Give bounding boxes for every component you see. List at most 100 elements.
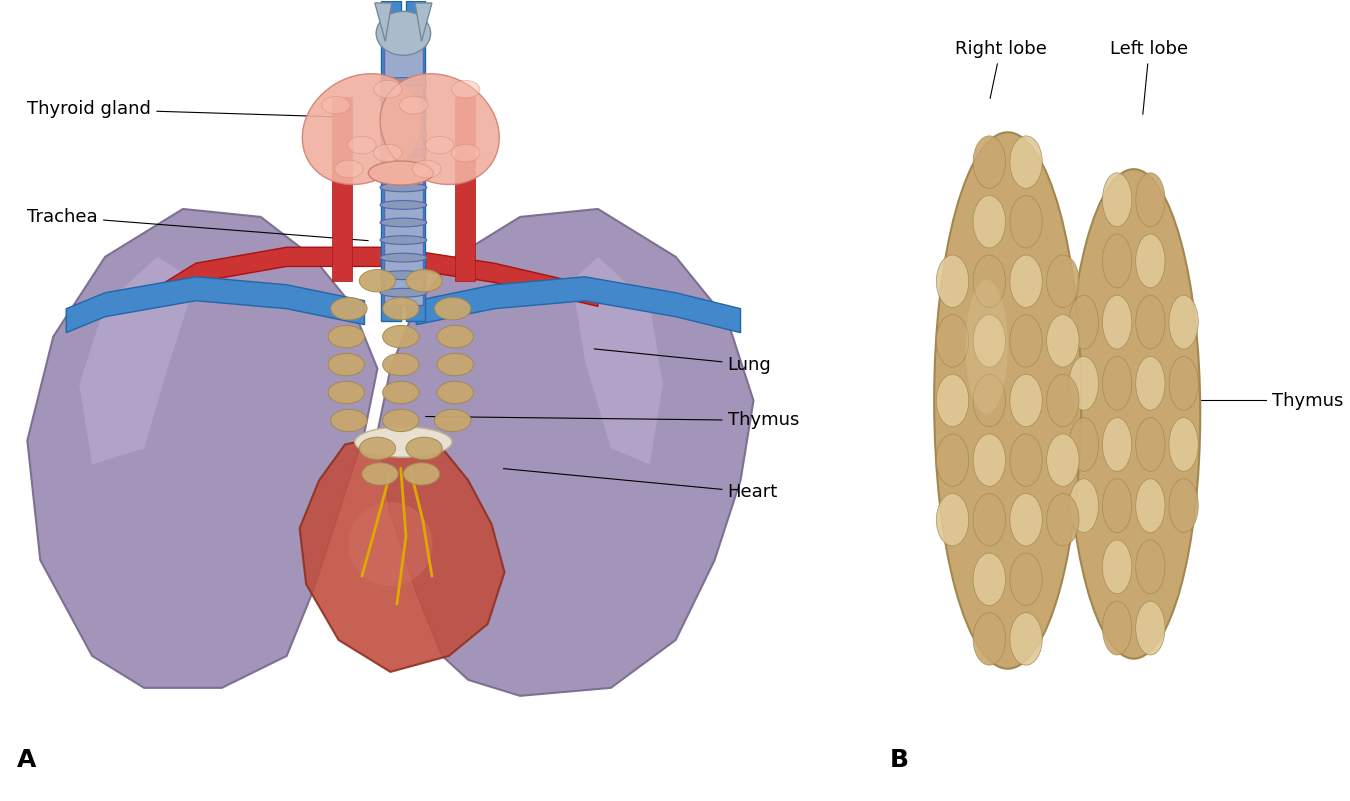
Ellipse shape: [1010, 493, 1042, 546]
Ellipse shape: [973, 255, 1006, 308]
Ellipse shape: [381, 148, 427, 157]
Ellipse shape: [328, 353, 365, 376]
Ellipse shape: [1135, 356, 1165, 410]
Ellipse shape: [1103, 601, 1131, 655]
Polygon shape: [416, 277, 741, 332]
Ellipse shape: [381, 253, 427, 262]
Polygon shape: [381, 2, 401, 320]
Polygon shape: [375, 3, 391, 42]
Polygon shape: [300, 433, 505, 672]
Ellipse shape: [1103, 234, 1131, 288]
Text: Thymus: Thymus: [1133, 392, 1343, 409]
Ellipse shape: [1010, 553, 1042, 606]
Ellipse shape: [435, 409, 471, 432]
Ellipse shape: [1069, 296, 1099, 349]
Ellipse shape: [1103, 356, 1131, 410]
Ellipse shape: [1103, 296, 1131, 349]
Ellipse shape: [1010, 613, 1042, 665]
Text: A: A: [18, 747, 36, 771]
Ellipse shape: [374, 144, 402, 162]
Ellipse shape: [437, 353, 474, 376]
Ellipse shape: [382, 353, 418, 376]
Text: Left lobe: Left lobe: [1110, 40, 1188, 115]
Ellipse shape: [425, 136, 454, 154]
Polygon shape: [414, 3, 432, 42]
Ellipse shape: [1135, 234, 1165, 288]
Ellipse shape: [1069, 479, 1099, 533]
Ellipse shape: [1169, 356, 1199, 410]
Ellipse shape: [381, 183, 427, 191]
Ellipse shape: [973, 315, 1006, 367]
Ellipse shape: [937, 374, 969, 427]
Ellipse shape: [362, 463, 398, 485]
Ellipse shape: [321, 96, 350, 114]
Ellipse shape: [1103, 173, 1131, 227]
Ellipse shape: [359, 270, 396, 292]
Ellipse shape: [1103, 540, 1131, 594]
Ellipse shape: [359, 437, 396, 460]
Ellipse shape: [302, 74, 421, 184]
Ellipse shape: [328, 325, 365, 348]
Ellipse shape: [348, 136, 377, 154]
Ellipse shape: [937, 255, 969, 308]
Ellipse shape: [937, 315, 969, 367]
Ellipse shape: [1135, 479, 1165, 533]
Text: Right lobe: Right lobe: [954, 40, 1046, 99]
Ellipse shape: [382, 325, 418, 348]
Ellipse shape: [381, 95, 427, 104]
Polygon shape: [406, 2, 425, 320]
Ellipse shape: [1103, 479, 1131, 533]
Ellipse shape: [381, 271, 427, 280]
Ellipse shape: [934, 132, 1081, 669]
Ellipse shape: [382, 381, 418, 404]
Text: Heart: Heart: [504, 469, 778, 501]
Ellipse shape: [400, 96, 428, 114]
Ellipse shape: [1135, 601, 1165, 655]
Ellipse shape: [973, 434, 1006, 486]
Ellipse shape: [382, 297, 418, 320]
Polygon shape: [157, 248, 598, 306]
Ellipse shape: [1069, 356, 1099, 410]
Ellipse shape: [331, 409, 367, 432]
Ellipse shape: [381, 200, 427, 209]
Ellipse shape: [355, 427, 452, 457]
Ellipse shape: [1010, 136, 1042, 188]
Ellipse shape: [1046, 315, 1079, 367]
Ellipse shape: [369, 161, 433, 185]
Text: Trachea: Trachea: [27, 208, 369, 240]
Polygon shape: [572, 257, 663, 465]
Ellipse shape: [435, 297, 471, 320]
Ellipse shape: [381, 166, 427, 174]
Ellipse shape: [937, 434, 969, 486]
Text: B: B: [890, 747, 909, 771]
Text: Thymus: Thymus: [425, 412, 799, 429]
Ellipse shape: [451, 80, 479, 98]
Ellipse shape: [1069, 417, 1099, 472]
Ellipse shape: [973, 374, 1006, 427]
Ellipse shape: [1046, 434, 1079, 486]
Ellipse shape: [331, 297, 367, 320]
Ellipse shape: [1046, 374, 1079, 427]
Ellipse shape: [413, 160, 441, 178]
Ellipse shape: [437, 381, 474, 404]
Ellipse shape: [1135, 417, 1165, 472]
Ellipse shape: [382, 409, 418, 432]
Polygon shape: [80, 257, 196, 465]
Ellipse shape: [973, 136, 1006, 188]
Polygon shape: [66, 277, 364, 332]
Ellipse shape: [1169, 296, 1199, 349]
Ellipse shape: [1169, 417, 1199, 472]
Ellipse shape: [381, 131, 427, 139]
Text: Thyroid gland: Thyroid gland: [27, 100, 343, 119]
Ellipse shape: [1103, 417, 1131, 472]
Ellipse shape: [381, 288, 427, 297]
Text: Lung: Lung: [594, 349, 771, 373]
Ellipse shape: [1010, 374, 1042, 427]
Polygon shape: [27, 209, 378, 688]
Ellipse shape: [404, 463, 440, 485]
Polygon shape: [332, 97, 351, 281]
Ellipse shape: [965, 280, 1007, 414]
Ellipse shape: [381, 235, 427, 244]
Ellipse shape: [1010, 195, 1042, 248]
Ellipse shape: [1135, 540, 1165, 594]
